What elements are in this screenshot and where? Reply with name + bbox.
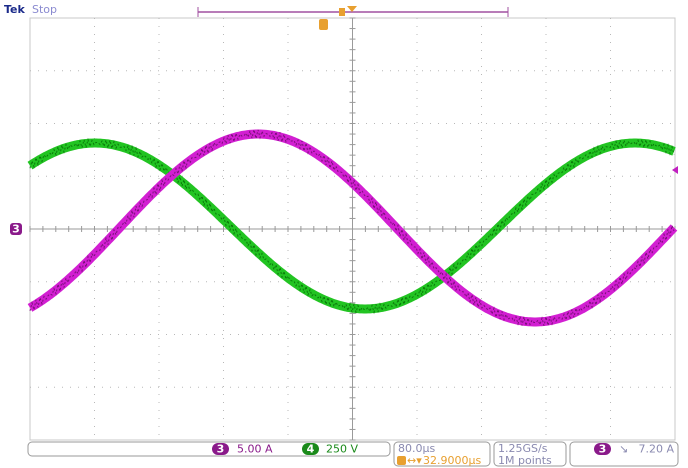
trigger-delay-icon	[397, 456, 406, 465]
trigger-slope: ↘	[619, 443, 628, 456]
trigger-icon	[319, 19, 328, 30]
trigger-badge-bg	[594, 443, 611, 455]
trigger-level-marker	[672, 166, 678, 174]
ch4-badge-bg	[302, 443, 319, 455]
view-window	[339, 8, 345, 16]
channel-marker-badge	[10, 223, 22, 235]
trigger-level: 7.20 A	[638, 443, 674, 456]
trigger-delay-arrow: ↔▾	[407, 454, 422, 467]
ch3-badge: 3	[217, 443, 225, 456]
channel-3-noise	[29, 129, 675, 327]
trigger-position: 32.9000µs	[423, 454, 481, 467]
brand: Tek	[4, 3, 26, 16]
trigger-position-marker	[347, 6, 357, 12]
channel-panel	[27, 441, 391, 457]
acquisition-panel	[493, 441, 567, 467]
ch3-scale: 5.00 A	[237, 443, 273, 456]
channel-4-noise	[29, 137, 675, 315]
record-length: 1M points	[498, 454, 552, 467]
graticule	[29, 17, 676, 441]
channel-3-waveform	[27, 129, 678, 327]
channel-marker: 3	[12, 223, 20, 236]
ch4-scale: 250 V	[326, 443, 358, 456]
ch3-badge-bg	[212, 443, 229, 455]
trigger-badge: 3	[599, 443, 607, 456]
sample-rate: 1.25GS/s	[498, 442, 548, 455]
ch4-badge: 4	[307, 443, 315, 456]
status: Stop	[32, 3, 57, 16]
timebase-panel	[393, 441, 491, 467]
timebase: 80.0µs	[398, 442, 435, 455]
